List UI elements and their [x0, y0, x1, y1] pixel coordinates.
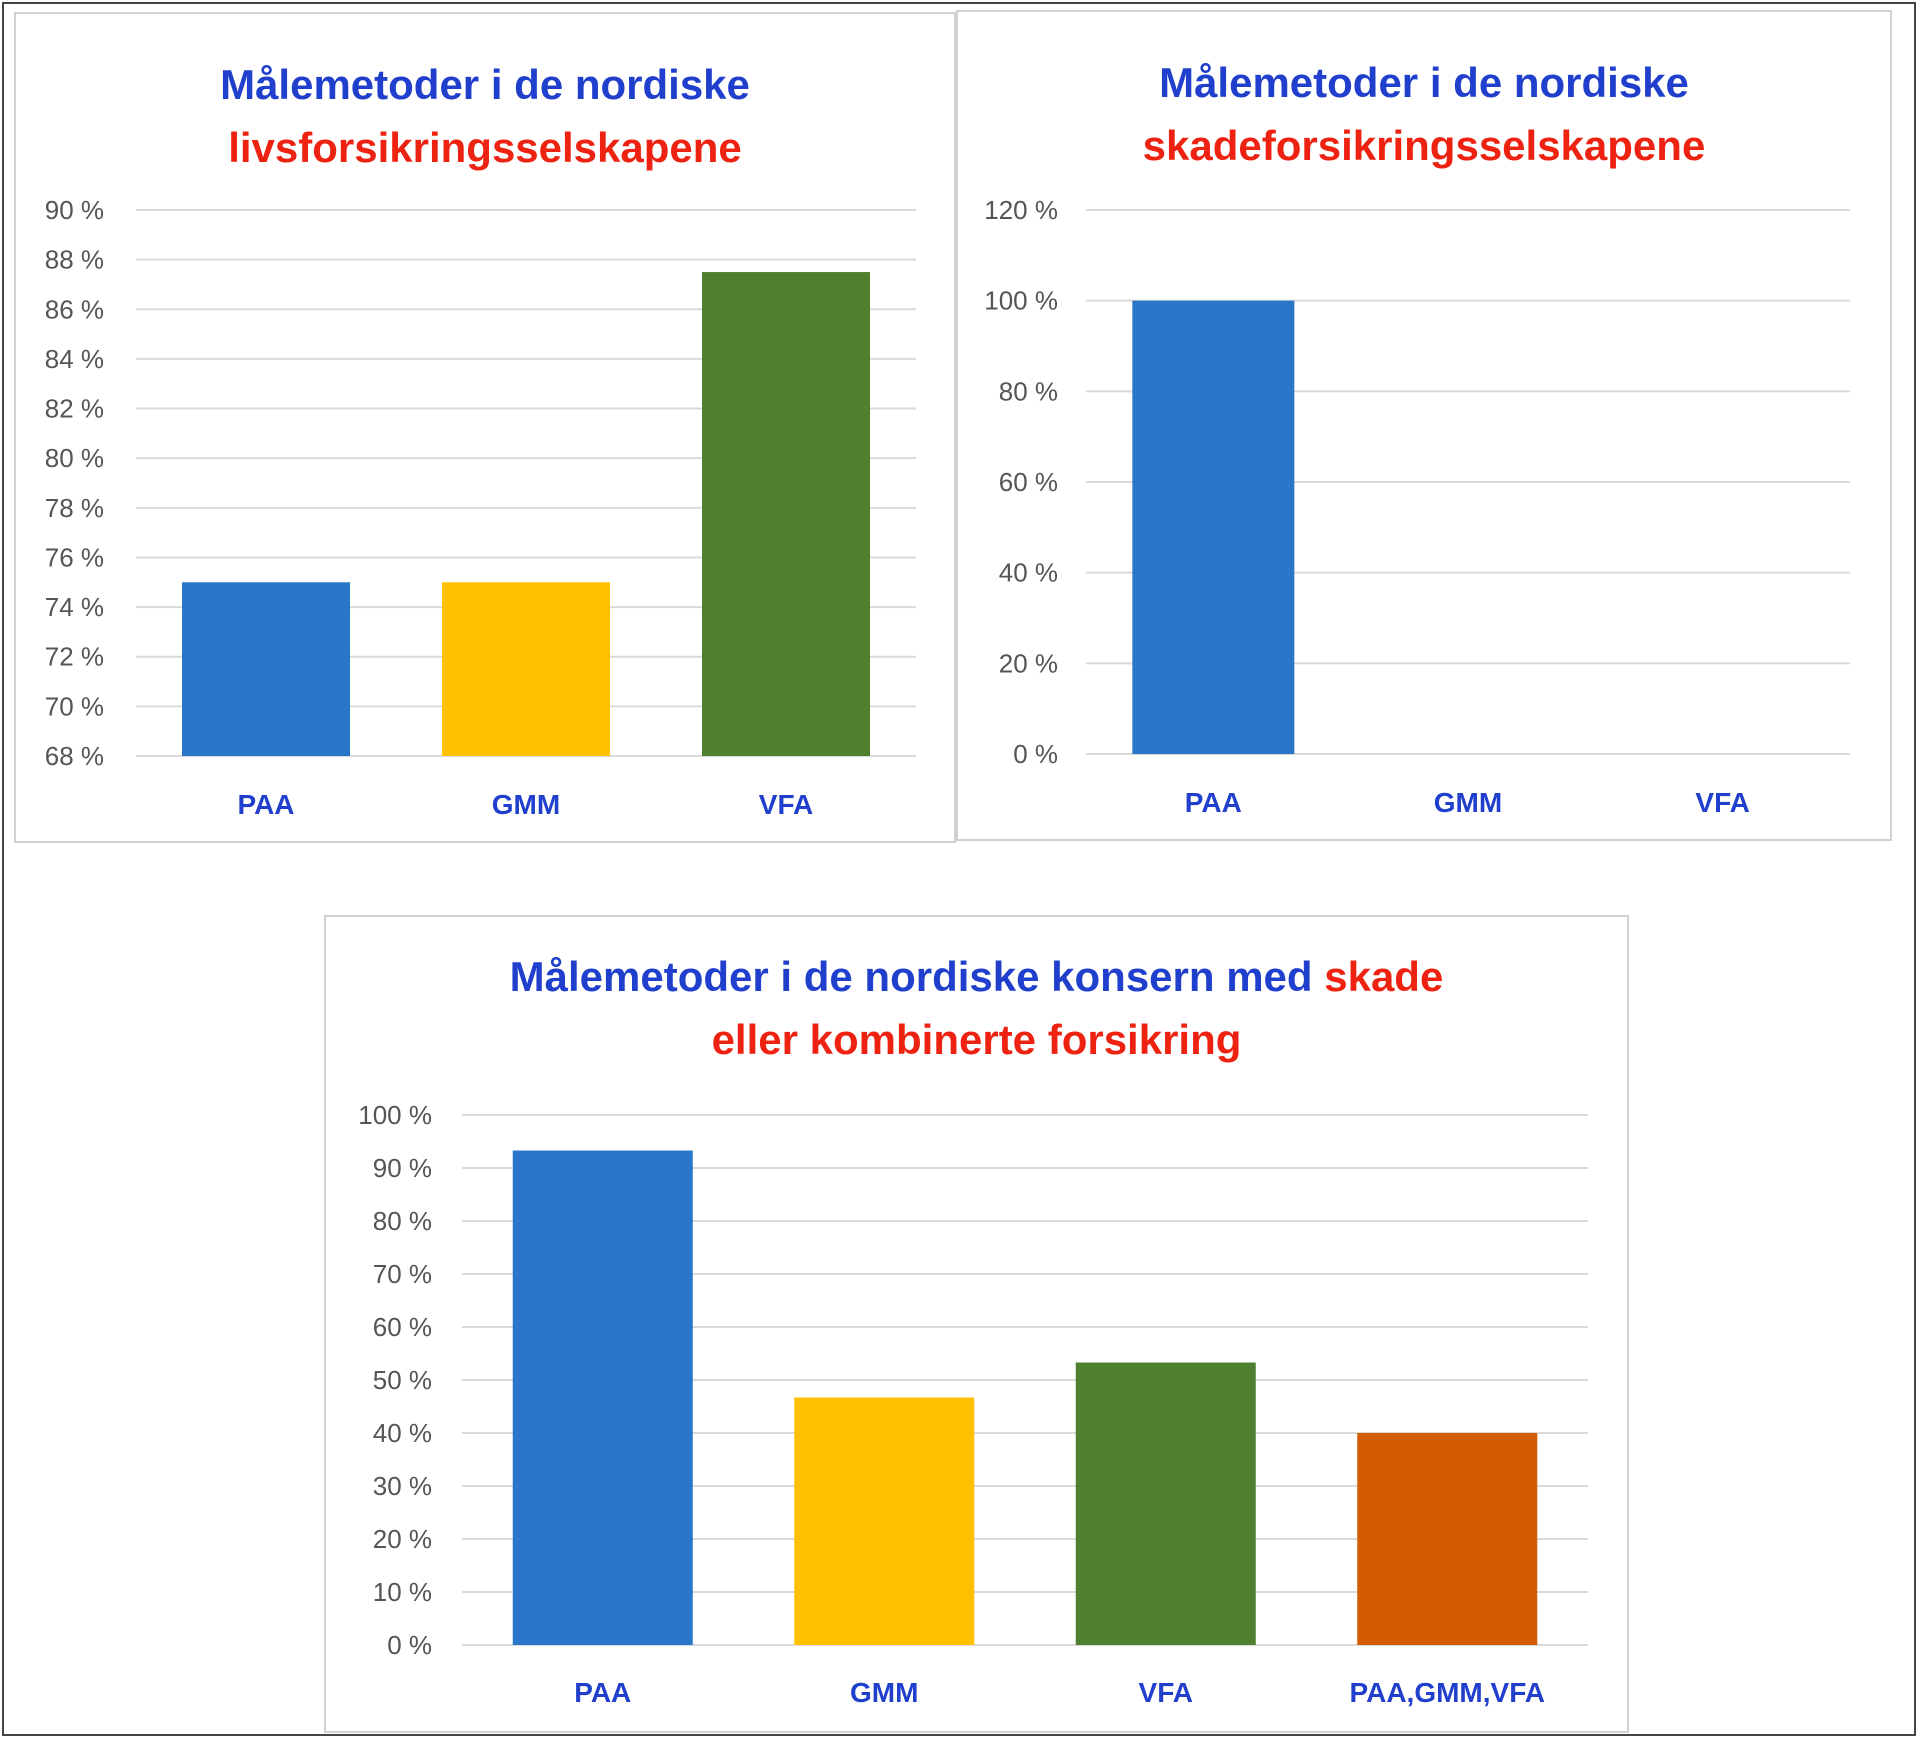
- y-tick-label: 40 %: [999, 558, 1058, 588]
- bar-paa-gmm-vfa: [1357, 1433, 1538, 1645]
- bar-vfa: [702, 272, 870, 756]
- bar-chart-life-insurance: 68 % 70 % 72 % 74 % 76 % 78 % 80 % 82 % 84 % 86 %…: [45, 195, 916, 820]
- y-tick-label: 90 %: [45, 195, 104, 225]
- chart-panel-non-life-insurance: Målemetoder i de nordiske skadeforsikrin…: [956, 10, 1892, 841]
- y-tick-label: 70 %: [45, 691, 104, 721]
- y-tick-label: 120 %: [984, 195, 1058, 225]
- y-tick-label: 84 %: [45, 344, 104, 374]
- y-tick-label: 80 %: [45, 443, 104, 473]
- chart-title-line-1: Målemetoder i de nordiske: [958, 51, 1890, 114]
- y-tick-label: 40 %: [373, 1418, 432, 1448]
- y-tick-label: 20 %: [373, 1524, 432, 1554]
- y-tick-label: 100 %: [984, 286, 1058, 316]
- title-segment: Målemetoder i de nordiske konsern med: [509, 953, 1325, 1000]
- y-tick-label: 72 %: [45, 642, 104, 672]
- bar-chart-groups: 0 % 10 % 20 % 30 % 40 % 50 % 60 % 70 % 80 % 90 % 1…: [358, 1100, 1588, 1708]
- x-category-label: PAA: [1185, 787, 1242, 818]
- y-tick-label: 80 %: [999, 376, 1058, 406]
- title-segment: skadeforsikringsselskapene: [1142, 122, 1706, 169]
- x-category-label: VFA: [1139, 1677, 1193, 1708]
- y-tick-label: 80 %: [373, 1206, 432, 1236]
- y-tick-label: 78 %: [45, 493, 104, 523]
- bar-chart-non-life-insurance: 0 % 20 % 40 % 60 % 80 % 100 % 120 % PAA GMM VFA: [984, 195, 1850, 818]
- title-segment: Målemetoder i de nordiske: [220, 61, 750, 108]
- chart-title-line-2: eller kombinerte forsikring: [326, 1008, 1627, 1071]
- bar-gmm: [794, 1397, 975, 1645]
- y-tick-label: 76 %: [45, 542, 104, 572]
- title-segment: livsforsikringsselskapene: [228, 124, 742, 171]
- y-tick-label: 70 %: [373, 1259, 432, 1289]
- bar-paa: [512, 1150, 693, 1645]
- y-tick-label: 68 %: [45, 741, 104, 771]
- y-tick-label: 30 %: [373, 1471, 432, 1501]
- y-tick-label: 60 %: [999, 467, 1058, 497]
- x-category-label: GMM: [492, 789, 560, 820]
- y-tick-label: 86 %: [45, 294, 104, 324]
- y-tick-label: 50 %: [373, 1365, 432, 1395]
- x-category-label: VFA: [759, 789, 813, 820]
- y-tick-label: 0 %: [1013, 739, 1058, 769]
- bar-vfa: [1075, 1362, 1256, 1645]
- title-segment: skade: [1324, 953, 1444, 1000]
- y-tick-label: 82 %: [45, 394, 104, 424]
- title-segment: Målemetoder i de nordiske: [1159, 59, 1689, 106]
- bar-paa: [1132, 300, 1295, 754]
- y-tick-label: 60 %: [373, 1312, 432, 1342]
- x-category-label: GMM: [1434, 787, 1502, 818]
- x-category-label: PAA,GMM,VFA: [1350, 1677, 1545, 1708]
- x-category-label: PAA: [237, 789, 294, 820]
- y-tick-label: 10 %: [373, 1577, 432, 1607]
- chart-title-line-1: Målemetoder i de nordiske konsern med sk…: [326, 945, 1627, 1008]
- bar-paa: [182, 582, 350, 756]
- chart-title-line-1: Målemetoder i de nordiske: [16, 53, 954, 116]
- title-segment: eller kombinerte forsikring: [711, 1016, 1242, 1063]
- chart-panel-life-insurance: Målemetoder i de nordiske livsforsikring…: [14, 12, 956, 843]
- y-tick-label: 20 %: [999, 648, 1058, 678]
- y-tick-label: 100 %: [358, 1100, 432, 1130]
- chart-title-line-2: skadeforsikringsselskapene: [958, 114, 1890, 177]
- y-tick-label: 74 %: [45, 592, 104, 622]
- y-tick-label: 90 %: [373, 1153, 432, 1183]
- chart-panel-groups: Målemetoder i de nordiske konsern med sk…: [324, 915, 1629, 1733]
- chart-title-line-2: livsforsikringsselskapene: [16, 116, 954, 179]
- y-tick-label: 88 %: [45, 245, 104, 275]
- y-tick-label: 0 %: [387, 1630, 432, 1660]
- x-category-label: GMM: [850, 1677, 918, 1708]
- bar-gmm: [442, 582, 610, 756]
- x-category-label: PAA: [574, 1677, 631, 1708]
- x-category-label: VFA: [1695, 787, 1749, 818]
